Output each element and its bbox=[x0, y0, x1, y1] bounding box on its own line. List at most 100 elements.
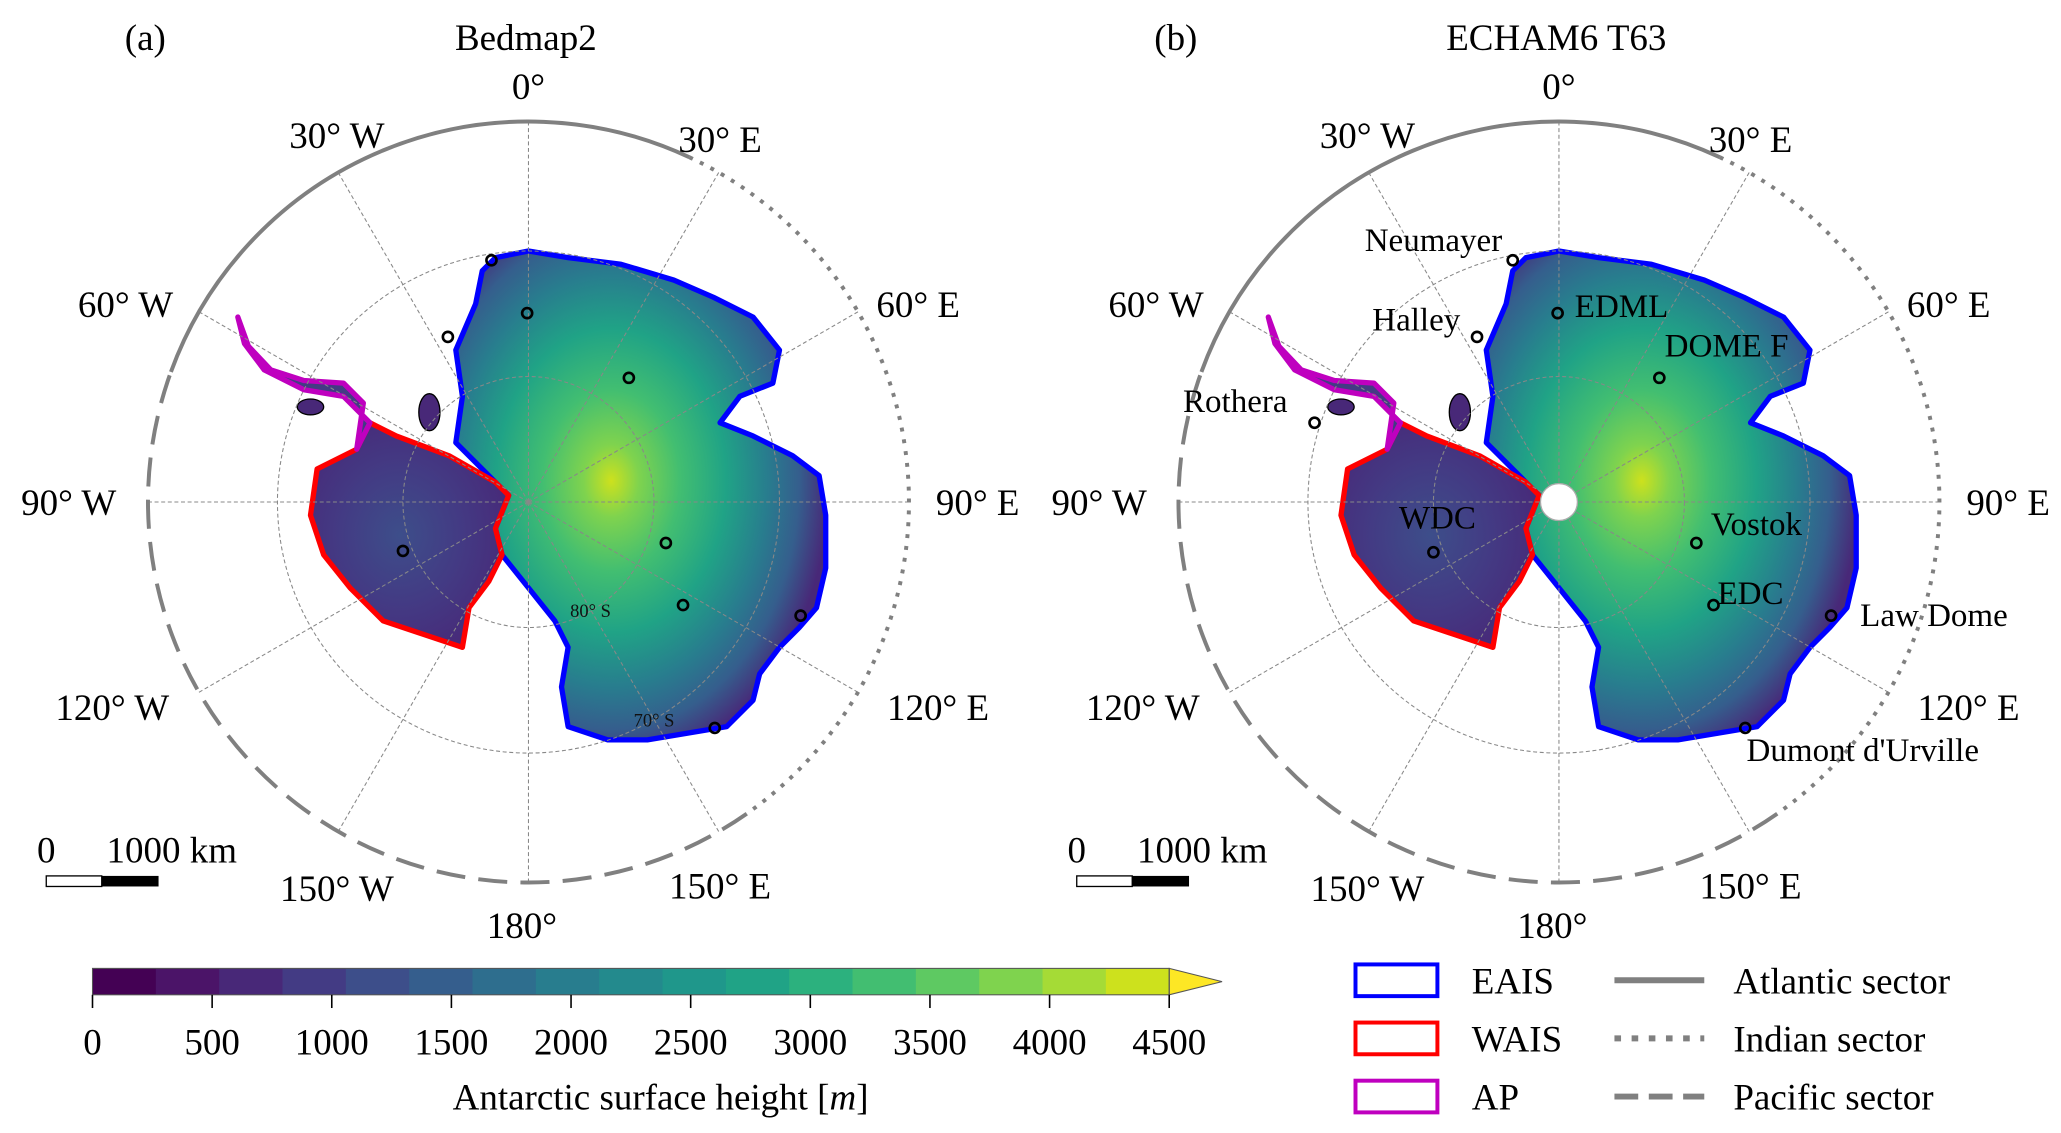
longitude-label: 120° W bbox=[55, 688, 169, 729]
longitude-label: 60° W bbox=[1108, 285, 1203, 326]
station-marker bbox=[520, 306, 534, 320]
station-marker bbox=[794, 609, 807, 622]
colorbar-swatch bbox=[535, 968, 600, 995]
longitude-label: 60° W bbox=[78, 285, 173, 326]
station-label: EDML bbox=[1575, 289, 1669, 325]
legend-label: Atlantic sector bbox=[1733, 961, 1950, 1002]
longitude-label: 180° bbox=[1517, 906, 1587, 947]
map-panel-a: (a) Bedmap2 80° S 70° S 0° 30° E 60° E 90° E 120… bbox=[21, 18, 1019, 947]
ap-region bbox=[235, 314, 373, 452]
wais-region bbox=[307, 420, 512, 650]
colorbar-tick-label: 3500 bbox=[893, 1022, 967, 1063]
longitude-label: 90° E bbox=[936, 483, 1020, 524]
station-label: DOME F bbox=[1665, 329, 1789, 365]
legend-label: Pacific sector bbox=[1733, 1078, 1933, 1119]
station-marker bbox=[708, 721, 722, 735]
scale-bar-zero: 0 bbox=[37, 831, 56, 872]
legend-label: AP bbox=[1472, 1078, 1519, 1119]
station-label: Vostok bbox=[1711, 507, 1803, 543]
station-marker bbox=[1551, 306, 1564, 320]
colorbar-swatch bbox=[409, 968, 474, 995]
colorbar-swatch bbox=[852, 968, 917, 995]
station-marker bbox=[622, 371, 636, 385]
longitude-label: 150° E bbox=[669, 866, 771, 907]
panel-letter: (a) bbox=[125, 18, 166, 59]
colorbar-tick-label: 1500 bbox=[414, 1022, 488, 1063]
lat-label-70s: 70° S bbox=[634, 711, 675, 731]
colorbar-swatch bbox=[915, 968, 980, 995]
station-marker bbox=[1824, 609, 1838, 622]
station-label: Dumont d'Urville bbox=[1747, 733, 1979, 769]
indian-sector-arc bbox=[1718, 155, 1942, 816]
island bbox=[296, 398, 325, 416]
colorbar-tick-label: 4000 bbox=[1013, 1022, 1087, 1063]
colorbar-swatch bbox=[282, 968, 347, 995]
colorbar-extend-arrow bbox=[1168, 967, 1223, 996]
station-label: Rothera bbox=[1183, 384, 1288, 420]
colorbar-swatch bbox=[599, 968, 664, 995]
graticule bbox=[147, 121, 909, 883]
panel-letter: (b) bbox=[1154, 18, 1197, 59]
scale-bar-white bbox=[1076, 875, 1133, 888]
legend-label: Indian sector bbox=[1733, 1020, 1925, 1061]
legend: EAIS WAIS AP Atlantic sector Indian sector Pa… bbox=[1353, 961, 1950, 1119]
island bbox=[418, 393, 441, 432]
legend-label: WAIS bbox=[1472, 1020, 1562, 1061]
longitude-label: 30° W bbox=[1320, 116, 1415, 157]
island bbox=[1448, 393, 1472, 432]
scale-bar-distance: 1000 km bbox=[1137, 831, 1268, 872]
station-marker bbox=[676, 598, 690, 612]
colorbar-swatch bbox=[345, 968, 410, 995]
station-label: Law Dome bbox=[1860, 598, 2008, 634]
colorbar-swatch bbox=[979, 968, 1044, 995]
longitude-label: 180° bbox=[487, 906, 557, 947]
eais-region bbox=[453, 248, 829, 743]
station-label: Halley bbox=[1372, 302, 1460, 338]
colorbar-swatch bbox=[1042, 968, 1107, 995]
station-label: WDC bbox=[1399, 500, 1476, 536]
longitude-label: 30° E bbox=[678, 120, 762, 161]
colorbar-swatch bbox=[92, 968, 157, 995]
station-marker bbox=[659, 536, 673, 550]
colorbar-tick-label: 3000 bbox=[773, 1022, 847, 1063]
colorbar-tick-label: 500 bbox=[184, 1022, 239, 1063]
legend-swatch-ap bbox=[1353, 1078, 1440, 1115]
colorbar-tick-label: 2500 bbox=[654, 1022, 728, 1063]
longitude-label: 90° W bbox=[1052, 483, 1147, 524]
longitude-label: 30° W bbox=[289, 116, 384, 157]
pole-hole bbox=[1539, 482, 1579, 522]
pacific-sector-arc bbox=[1176, 371, 1779, 885]
station-marker bbox=[396, 544, 410, 558]
eais-region bbox=[1483, 248, 1859, 743]
longitude-label: 60° E bbox=[1907, 285, 1991, 326]
longitude-label: 0° bbox=[1542, 67, 1575, 108]
indian-sector-arc bbox=[688, 155, 911, 816]
scale-bar-white bbox=[45, 875, 103, 888]
legend-swatch-eais bbox=[1353, 962, 1440, 999]
colorbar-swatch bbox=[789, 968, 854, 995]
colorbar-frame bbox=[91, 967, 1170, 996]
station-label: Neumayer bbox=[1365, 223, 1503, 259]
longitude-label: 90° E bbox=[1966, 483, 2050, 524]
atlantic-sector-arc bbox=[1199, 119, 1721, 373]
island bbox=[1327, 398, 1355, 416]
graticule bbox=[1178, 121, 1940, 883]
panel-title: Bedmap2 bbox=[455, 18, 597, 59]
colorbar-swatch bbox=[219, 968, 284, 995]
colorbar-label: Antarctic surface height [m] bbox=[453, 1078, 869, 1119]
colorbar-swatch bbox=[662, 968, 727, 995]
longitude-label: 150° E bbox=[1699, 866, 1801, 907]
station-marker bbox=[1690, 536, 1703, 550]
station-marker bbox=[1427, 545, 1440, 559]
ap-region bbox=[1265, 314, 1404, 452]
station-marker bbox=[1308, 416, 1321, 430]
longitude-label: 60° E bbox=[876, 285, 960, 326]
colorbar-swatch bbox=[725, 968, 790, 995]
colorbar: 0 500 1000 1500 2000 2500 3000 3500 4000 4500 Anta… bbox=[83, 967, 1223, 1119]
station-marker bbox=[1653, 371, 1666, 385]
longitude-label: 120° E bbox=[1917, 688, 2019, 729]
colorbar-label-text: Antarctic surface height [ bbox=[453, 1078, 830, 1119]
longitude-label: 0° bbox=[512, 67, 545, 108]
longitude-label: 150° W bbox=[1311, 869, 1425, 910]
colorbar-tick-label: 2000 bbox=[534, 1022, 608, 1063]
